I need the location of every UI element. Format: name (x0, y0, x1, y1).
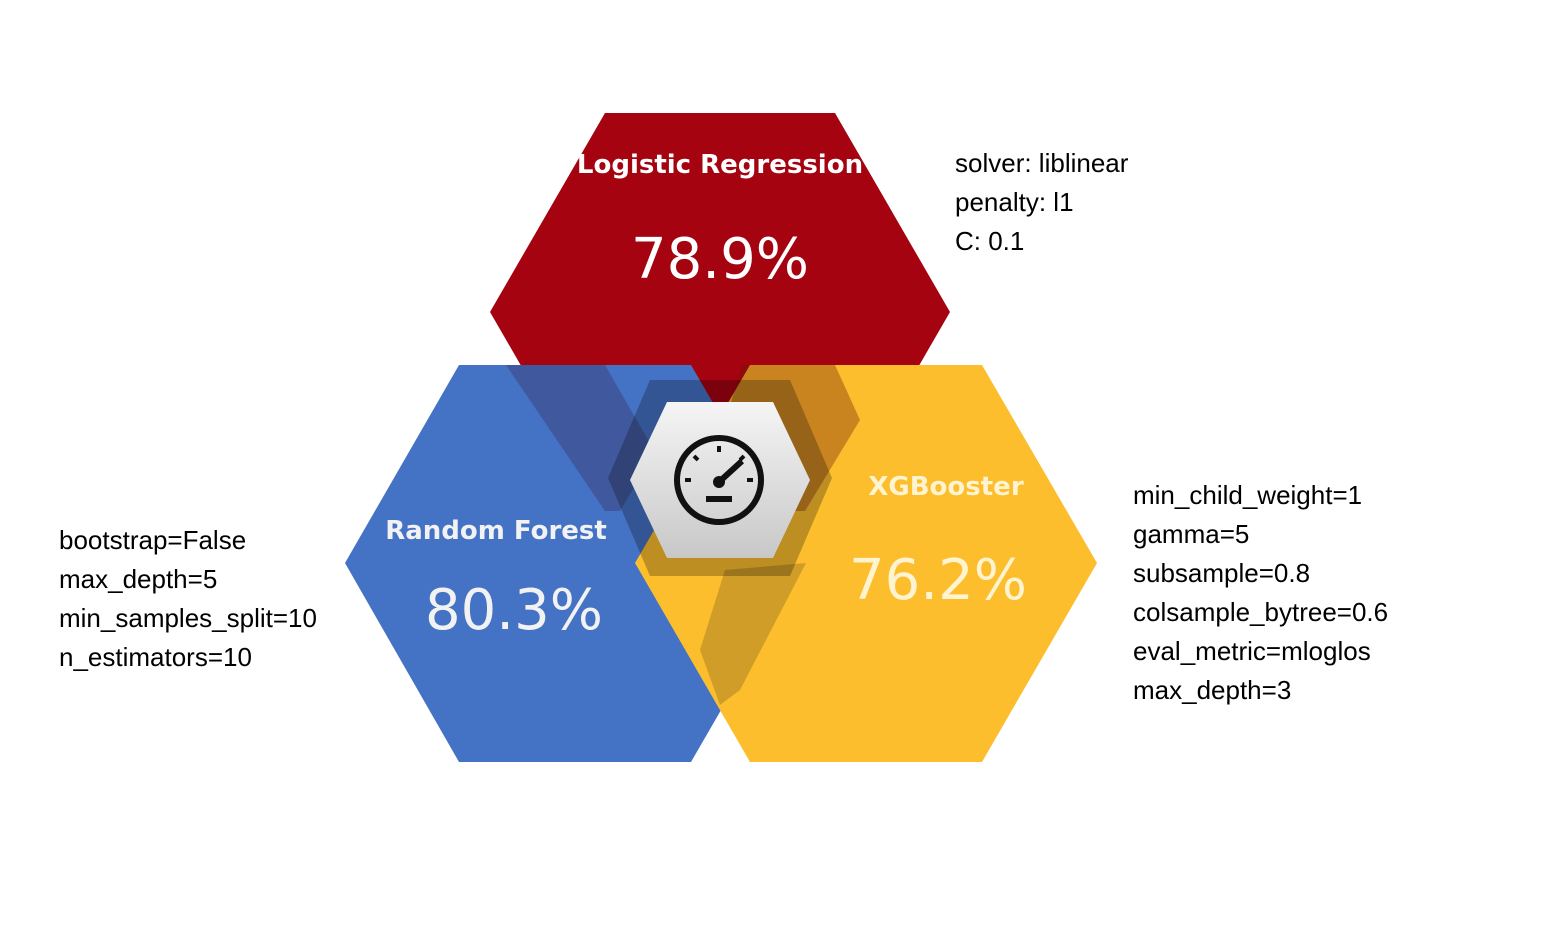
param-line: min_child_weight=1 (1133, 480, 1363, 510)
logistic-regression-accuracy: 78.9% (631, 227, 809, 292)
param-line: solver: liblinear (955, 148, 1129, 178)
speedometer-icon (674, 435, 764, 525)
param-line: n_estimators=10 (59, 642, 252, 672)
param-line: max_depth=3 (1133, 675, 1292, 705)
logistic-regression-title: Logistic Regression (576, 150, 864, 180)
param-line: max_depth=5 (59, 564, 218, 594)
param-line: C: 0.1 (955, 226, 1025, 256)
param-line: min_samples_split=10 (59, 603, 317, 633)
param-line: penalty: l1 (955, 187, 1074, 217)
xgbooster-accuracy: 76.2% (849, 548, 1027, 613)
random-forest-title: Random Forest (385, 516, 607, 546)
param-line: bootstrap=False (59, 525, 247, 555)
random-forest-accuracy: 80.3% (425, 578, 603, 643)
logistic-regression-params: solver: liblinear penalty: l1 C: 0.1 (955, 144, 1128, 261)
overlap-shadow-lr-rf (506, 365, 655, 511)
random-forest-params: bootstrap=False max_depth=5 min_samples_… (59, 521, 317, 677)
param-line: gamma=5 (1133, 519, 1250, 549)
param-line: subsample=0.8 (1133, 558, 1311, 588)
param-line: colsample_bytree=0.6 (1133, 597, 1389, 627)
xgbooster-title: XGBooster (868, 472, 1024, 502)
xgbooster-params: min_child_weight=1 gamma=5 subsample=0.8… (1133, 476, 1388, 710)
overlap-shadow-rf-xgb (700, 563, 806, 705)
param-line: eval_metric=mloglos (1133, 636, 1371, 666)
